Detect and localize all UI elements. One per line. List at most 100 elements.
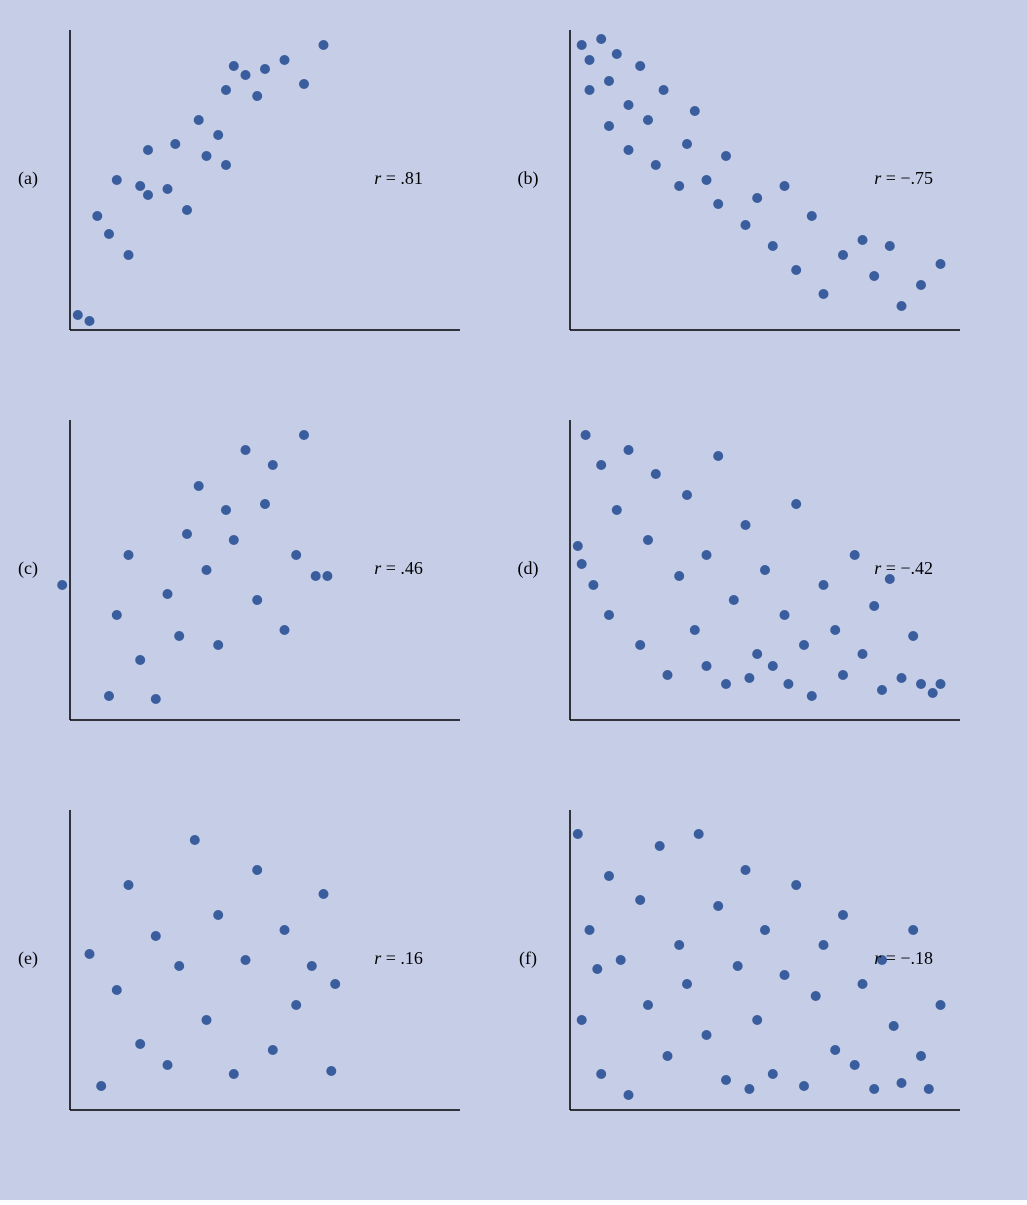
- data-point: [596, 1069, 606, 1079]
- data-point: [143, 145, 153, 155]
- data-point: [741, 220, 751, 230]
- data-point: [143, 190, 153, 200]
- data-point: [260, 64, 270, 74]
- data-point: [221, 160, 231, 170]
- data-point: [213, 640, 223, 650]
- data-point: [791, 265, 801, 275]
- data-point: [768, 661, 778, 671]
- data-point: [213, 130, 223, 140]
- data-point: [936, 259, 946, 269]
- data-point: [702, 1030, 712, 1040]
- data-point: [858, 235, 868, 245]
- data-point: [612, 49, 622, 59]
- data-point: [807, 211, 817, 221]
- data-point: [163, 1060, 173, 1070]
- data-point: [791, 880, 801, 890]
- data-point: [213, 910, 223, 920]
- data-point: [330, 979, 340, 989]
- data-point: [573, 541, 583, 551]
- data-point: [674, 181, 684, 191]
- data-point: [592, 964, 602, 974]
- data-point: [760, 565, 770, 575]
- data-point: [799, 1081, 809, 1091]
- data-point: [577, 1015, 587, 1025]
- data-point: [624, 1090, 634, 1100]
- r-value-a: r = .81: [374, 168, 423, 188]
- data-point: [897, 301, 907, 311]
- data-point: [319, 40, 329, 50]
- data-point: [721, 679, 731, 689]
- data-point: [588, 580, 598, 590]
- data-point: [151, 694, 161, 704]
- data-point: [577, 40, 587, 50]
- scatter-plot-e: (e)r = .16: [18, 810, 460, 1110]
- data-point: [174, 631, 184, 641]
- data-point: [889, 1021, 899, 1031]
- data-point: [928, 688, 938, 698]
- data-point: [322, 571, 332, 581]
- data-point: [936, 679, 946, 689]
- data-point: [635, 61, 645, 71]
- data-point: [241, 955, 251, 965]
- data-point: [104, 229, 114, 239]
- data-point: [299, 79, 309, 89]
- data-point: [229, 535, 239, 545]
- data-point: [163, 589, 173, 599]
- data-point: [229, 1069, 239, 1079]
- data-point: [221, 505, 231, 515]
- r-value-d: r = −.42: [874, 558, 933, 578]
- data-point: [690, 106, 700, 116]
- data-point: [202, 565, 212, 575]
- data-point: [604, 76, 614, 86]
- data-point: [830, 1045, 840, 1055]
- data-point: [744, 1084, 754, 1094]
- data-point: [838, 250, 848, 260]
- data-point: [850, 1060, 860, 1070]
- data-point: [604, 121, 614, 131]
- data-point: [682, 139, 692, 149]
- data-point: [124, 550, 134, 560]
- data-point: [85, 316, 95, 326]
- data-point: [799, 640, 809, 650]
- data-point: [194, 481, 204, 491]
- data-point: [624, 145, 634, 155]
- data-point: [741, 520, 751, 530]
- data-point: [73, 310, 83, 320]
- figure-svg: (a)r = .81(b)r = −.75(c)r = .46(d)r = −.…: [0, 0, 1027, 1200]
- data-point: [783, 679, 793, 689]
- r-value-e: r = .16: [374, 948, 423, 968]
- data-point: [733, 961, 743, 971]
- data-point: [241, 445, 251, 455]
- data-point: [780, 181, 790, 191]
- data-point: [319, 889, 329, 899]
- figure-root: (a)r = .81(b)r = −.75(c)r = .46(d)r = −.…: [0, 0, 1027, 1200]
- data-point: [869, 1084, 879, 1094]
- data-point: [752, 1015, 762, 1025]
- data-point: [596, 460, 606, 470]
- data-point: [819, 940, 829, 950]
- data-point: [897, 673, 907, 683]
- data-point: [682, 979, 692, 989]
- data-point: [858, 979, 868, 989]
- data-point: [252, 91, 262, 101]
- data-point: [624, 100, 634, 110]
- data-point: [307, 961, 317, 971]
- data-point: [612, 505, 622, 515]
- data-point: [924, 1084, 934, 1094]
- data-point: [702, 175, 712, 185]
- data-point: [702, 661, 712, 671]
- data-point: [807, 691, 817, 701]
- panel-label-c: (c): [18, 558, 38, 579]
- data-point: [744, 673, 754, 683]
- data-point: [674, 940, 684, 950]
- data-point: [877, 685, 887, 695]
- data-point: [291, 1000, 301, 1010]
- data-point: [96, 1081, 106, 1091]
- data-point: [202, 1015, 212, 1025]
- data-point: [752, 193, 762, 203]
- data-point: [260, 499, 270, 509]
- data-point: [182, 205, 192, 215]
- data-point: [655, 841, 665, 851]
- data-point: [182, 529, 192, 539]
- data-point: [819, 289, 829, 299]
